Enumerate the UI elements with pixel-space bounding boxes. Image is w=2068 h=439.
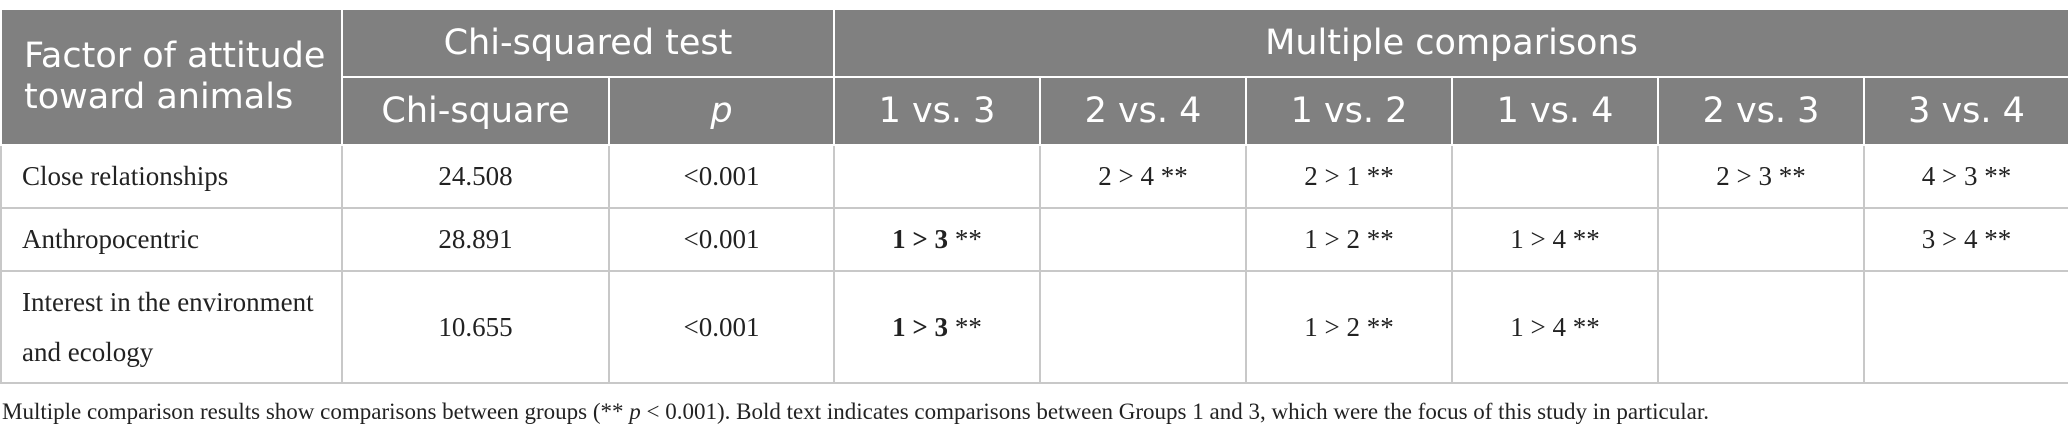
cmp-cell	[1862, 270, 2068, 384]
cmp-cell	[1657, 207, 1865, 272]
cmp-cell	[833, 144, 1041, 209]
header-p: p	[608, 76, 835, 146]
chi-cell: 28.891	[341, 207, 610, 272]
cmp-cell: 1 > 3 **	[833, 207, 1041, 272]
results-table-wrapper: Factor of attitude toward animals Chi-sq…	[0, 8, 2068, 384]
cmp-cell: 1 > 4 **	[1451, 207, 1659, 272]
cmp-cell: 1 > 3 **	[833, 270, 1041, 384]
header-cmp-4: 1 vs. 4	[1451, 76, 1659, 146]
cmp-cell: 2 > 1 **	[1245, 144, 1453, 209]
table-row: Anthropocentric 28.891 <0.001 1 > 3 ** 1…	[0, 207, 2068, 272]
header-multiple-comparisons: Multiple comparisons	[832, 8, 2068, 78]
factor-cell: Interest in the environment and ecology	[0, 270, 343, 384]
results-table: Factor of attitude toward animals Chi-sq…	[0, 8, 2068, 384]
cmp-cell: 1 > 4 **	[1451, 270, 1659, 384]
chi-cell: 24.508	[341, 144, 610, 209]
header-cmp-6: 3 vs. 4	[1862, 76, 2068, 146]
header-chi-squared-test: Chi-squared test	[341, 8, 835, 78]
cmp-cell	[1039, 270, 1247, 384]
header-cmp-5: 2 vs. 3	[1657, 76, 1865, 146]
header-cmp-1: 1 vs. 3	[833, 76, 1041, 146]
factor-cell: Anthropocentric	[0, 207, 343, 272]
cmp-cell	[1451, 144, 1659, 209]
table-footnote: Multiple comparison results show compari…	[2, 399, 1709, 424]
header-chi-square: Chi-square	[341, 76, 610, 146]
cmp-cell: 2 > 4 **	[1039, 144, 1247, 209]
cmp-cell: 4 > 3 **	[1862, 144, 2068, 209]
header-factor: Factor of attitude toward animals	[0, 8, 343, 146]
table-row: Close relationships 24.508 <0.001 2 > 4 …	[0, 144, 2068, 209]
p-cell: <0.001	[608, 270, 835, 384]
chi-cell: 10.655	[341, 270, 610, 384]
p-cell: <0.001	[608, 207, 835, 272]
cmp-cell: 3 > 4 **	[1862, 207, 2068, 272]
factor-cell: Close relationships	[0, 144, 343, 209]
cmp-cell: 1 > 2 **	[1245, 207, 1453, 272]
cmp-cell: 2 > 3 **	[1657, 144, 1865, 209]
header-cmp-2: 2 vs. 4	[1039, 76, 1247, 146]
header-row-groups: Factor of attitude toward animals Chi-sq…	[0, 8, 2068, 146]
cmp-cell	[1039, 207, 1247, 272]
header-cmp-3: 1 vs. 2	[1245, 76, 1453, 146]
header-row-columns: Chi-square p 1 vs. 3 2 vs. 4 1 vs. 2 1 v…	[1, 76, 2068, 146]
table-row: Interest in the environment and ecology …	[0, 270, 2068, 384]
p-cell: <0.001	[608, 144, 835, 209]
cmp-cell: 1 > 2 **	[1245, 270, 1453, 384]
cmp-cell	[1657, 270, 1865, 384]
